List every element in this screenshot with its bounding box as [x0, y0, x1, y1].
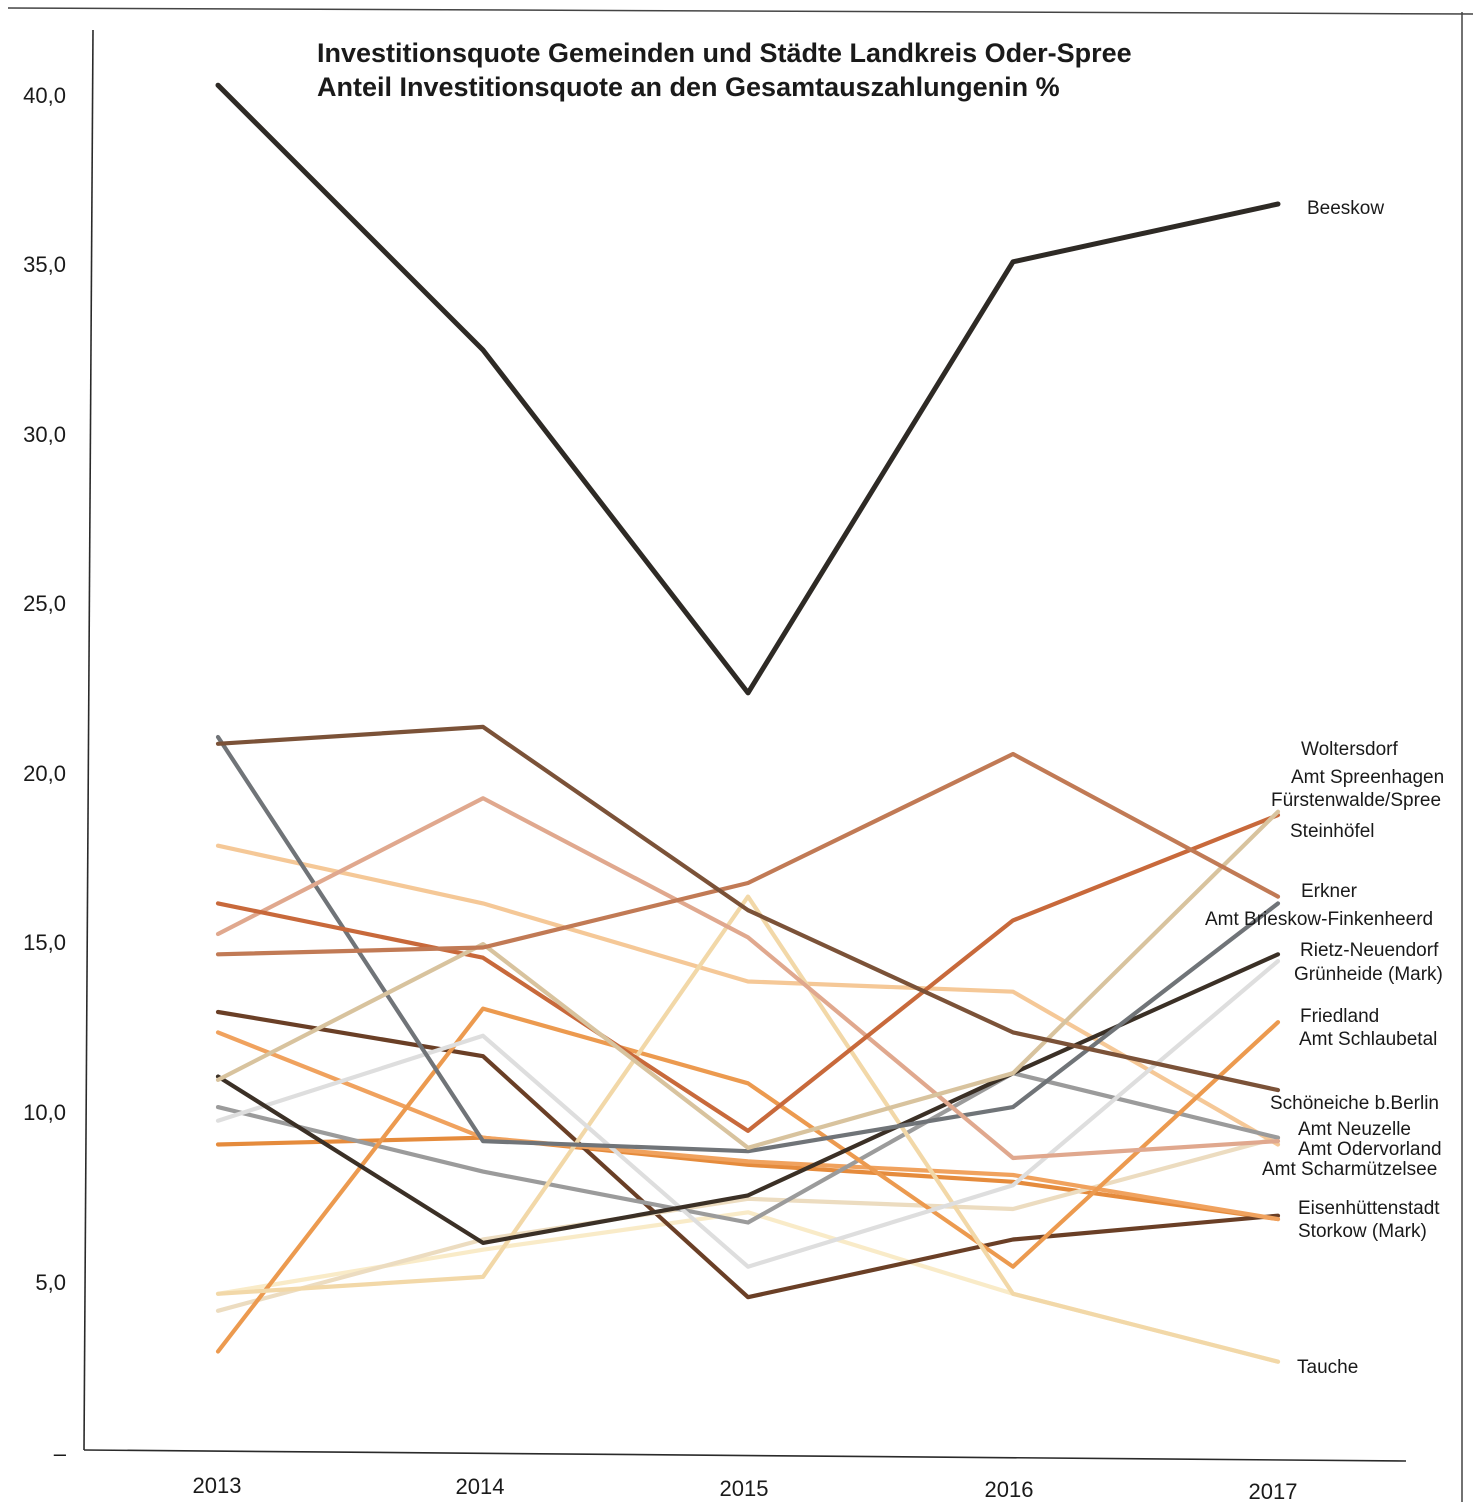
series-label-amt-neuzelle: Amt Neuzelle: [1298, 1119, 1411, 1140]
y-axis: [83, 29, 94, 1451]
series-label-woltersdorf: Woltersdorf: [1301, 739, 1399, 760]
series-line-steinhoefel: [215, 812, 1281, 1134]
x-tick-label: 2016: [985, 1477, 1034, 1502]
series-label-amt-brieskow-finkenheerd: Amt Brieskow-Finkenheerd: [1205, 909, 1433, 930]
y-tick-labels: – 5,0 10,0 15,0 20,0 25,0 30,0 35,0 40,0: [23, 83, 67, 1466]
y-tick-label: 40,0: [23, 83, 66, 108]
series-label-friedland: Friedland: [1300, 1006, 1379, 1027]
series-line-eisenhuettenstadt: [215, 1009, 1281, 1300]
series-label-eisenhuettenstadt: Eisenhüttenstadt: [1298, 1198, 1440, 1219]
x-tick-label: 2013: [193, 1473, 242, 1498]
y-tick-label: 5,0: [35, 1270, 66, 1295]
y-tick-label: 30,0: [23, 422, 66, 447]
chart-title: Investitionsquote Gemeinden und Städte L…: [317, 38, 1132, 68]
series-line-gruenheide-mark: [215, 958, 1281, 1269]
series-line-erkner: [215, 796, 1281, 1161]
series-line-friedland: [215, 894, 1281, 1364]
series-label-beeskow: Beeskow: [1307, 198, 1384, 219]
series-labels: Beeskow Woltersdorf Amt Spreenhagen Fürs…: [1205, 198, 1444, 1378]
series-label-tauche: Tauche: [1297, 1357, 1358, 1378]
series-line-woltersdorf: [215, 724, 1281, 1093]
series-label-amt-spreenhagen: Amt Spreenhagen: [1291, 767, 1444, 788]
series-line-amt-schlaubetal: [215, 1006, 1281, 1354]
y-tick-label: 25,0: [23, 591, 66, 616]
series-label-steinhoefel: Steinhöfel: [1290, 821, 1375, 842]
frame-top-border: [7, 7, 1473, 15]
y-tick-label: 20,0: [23, 761, 66, 786]
series-label-amt-schlaubetal: Amt Schlaubetal: [1299, 1029, 1437, 1050]
x-tick-label: 2014: [456, 1474, 505, 1499]
x-tick-label: 2017: [1249, 1479, 1298, 1502]
series-label-storkow-mark: Storkow (Mark): [1298, 1221, 1427, 1242]
series-label-fuerstenwalde-spree: Fürstenwalde/Spree: [1271, 790, 1441, 811]
series-label-erkner: Erkner: [1301, 881, 1358, 902]
y-tick-label: 35,0: [23, 252, 66, 277]
series-line-amt-brieskow-finkenheerd: [215, 734, 1281, 1154]
y-tick-label: –: [54, 1441, 67, 1466]
series-line-tauche: [215, 1210, 1281, 1364]
series-line-amt-neuzelle: [215, 843, 1281, 1147]
x-tick-labels: 2013 2014 2015 2016 2017: [193, 1473, 1298, 1502]
y-tick-label: 10,0: [23, 1100, 66, 1125]
series-line-schoeneiche-b-berlin: [215, 1071, 1281, 1225]
series-label-rietz-neuendorf: Rietz-Neuendorf: [1300, 940, 1439, 961]
series-label-amt-odervorland: Amt Odervorland: [1298, 1139, 1442, 1160]
series-line-beeskow: [215, 82, 1281, 696]
series-label-amt-scharmuetzelsee: Amt Scharmützelsee: [1262, 1159, 1437, 1180]
series-line-storkow-mark: [215, 1135, 1281, 1222]
series-line-rietz-neuendorf: [215, 952, 1281, 1246]
y-tick-label: 15,0: [23, 930, 66, 955]
chart-subtitle: Anteil Investitionsquote an den Gesamtau…: [317, 72, 1060, 102]
x-tick-label: 2015: [720, 1476, 769, 1501]
series-line-amt-odervorland: [215, 1030, 1281, 1222]
series-label-schoeneiche-b-berlin: Schöneiche b.Berlin: [1270, 1093, 1439, 1114]
series-line-amt-spreenhagen: [215, 751, 1281, 957]
series-line-fuerstenwalde-spree: [215, 809, 1281, 1150]
series-label-gruenheide-mark: Grünheide (Mark): [1294, 964, 1443, 985]
series-lines: [215, 82, 1281, 1364]
x-axis: [83, 1449, 1407, 1462]
